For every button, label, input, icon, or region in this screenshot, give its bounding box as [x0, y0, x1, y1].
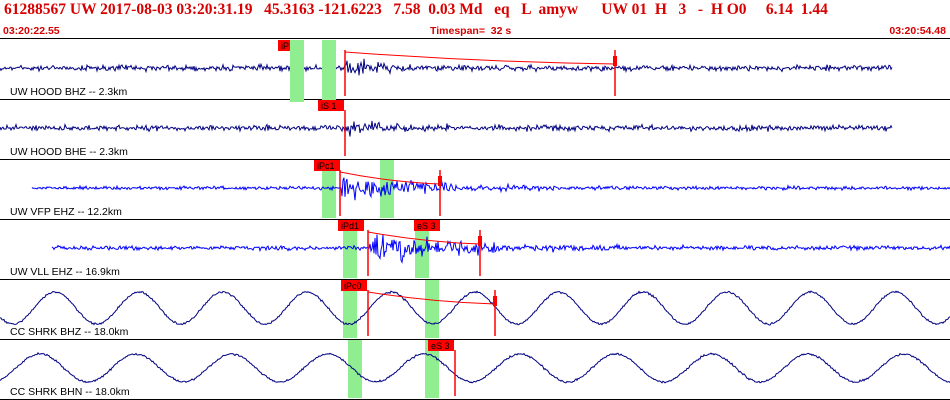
- pick-window-4-2: [415, 220, 429, 278]
- time-bar: 03:20:22.55 Timespan= 32 s 03:20:54.48: [0, 25, 950, 39]
- trace-label: CC SHRK BHN -- 18.0km: [10, 386, 130, 398]
- pick-label-text: eS 3: [431, 341, 450, 351]
- pick-label-text: iPd1: [341, 221, 359, 231]
- pick-label-box: [314, 160, 340, 171]
- pick-label-text: iP 1: [281, 41, 296, 51]
- pick-label-text: iPc1: [317, 161, 335, 171]
- timespan: Timespan= 32 s: [430, 25, 512, 37]
- coda-end-marker: [493, 296, 497, 306]
- pick-label-box: [341, 280, 367, 291]
- event-summary-line: 61288567 UW 2017-08-03 03:20:31.19 45.31…: [4, 1, 828, 18]
- pick-window-2-2: [322, 40, 336, 102]
- waveform-trace: [31, 177, 950, 201]
- event-header: 61288567 UW 2017-08-03 03:20:31.19 45.31…: [0, 0, 950, 22]
- trace-label: UW VLL EHZ -- 16.9km: [10, 266, 120, 278]
- pick-window-6-1: [348, 340, 362, 398]
- waveform-trace: [51, 234, 950, 264]
- coda-decay-curve: [367, 291, 496, 305]
- pick-label-box: [414, 220, 440, 231]
- pick-label-text: iS 1: [321, 101, 337, 111]
- pick-window-2-1: [290, 40, 304, 102]
- pick-label-text: eS 3: [417, 221, 436, 231]
- seismogram-panel[interactable]: iP 1 UW HOOD BHZ -- 2.3km iS 1 UW HOOD BHE …: [0, 38, 950, 400]
- end-time: 03:20:54.48: [889, 25, 946, 37]
- trace-label: UW VFP EHZ -- 12.2km: [10, 206, 122, 218]
- coda-end-marker: [478, 236, 482, 246]
- waveform-trace: [0, 120, 893, 137]
- pick-window-5-2: [425, 280, 439, 338]
- start-time: 03:20:22.55: [3, 25, 60, 37]
- waveform-trace: [0, 290, 950, 326]
- trace-label: UW HOOD BHE -- 2.3km: [10, 146, 128, 158]
- coda-end-marker: [613, 56, 617, 66]
- pick-window-3-2: [380, 160, 394, 218]
- trace-label: UW HOOD BHZ -- 2.3km: [10, 86, 128, 98]
- waveform-trace: [0, 58, 893, 76]
- waveform-trace: [0, 352, 950, 384]
- coda-decay-curve: [367, 231, 481, 245]
- pick-label-box: [338, 220, 364, 231]
- coda-decay-curve: [344, 51, 616, 65]
- pick-window-4-1: [343, 220, 357, 278]
- pick-label-box: [318, 100, 344, 111]
- coda-end-marker: [438, 176, 442, 186]
- pick-label-box: [428, 340, 454, 351]
- pick-label-text: iPc0: [344, 281, 362, 291]
- coda-decay-curve: [339, 171, 441, 185]
- pick-window-3-1: [322, 160, 336, 218]
- trace-label: CC SHRK BHZ -- 18.0km: [10, 326, 129, 338]
